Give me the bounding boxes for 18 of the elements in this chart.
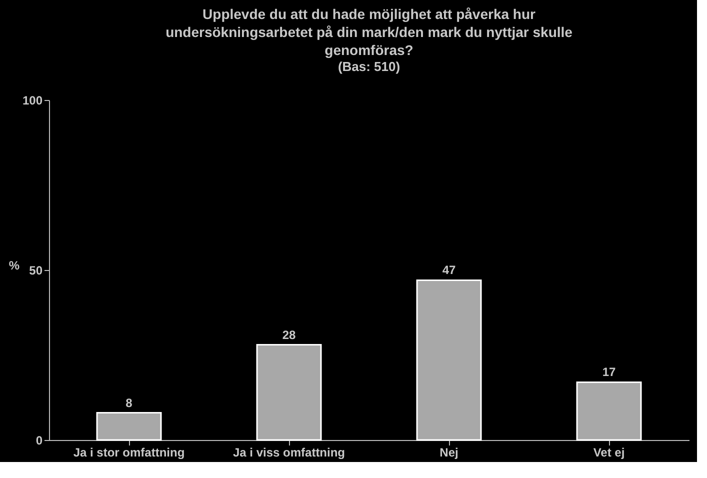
y-tick-label: 100 bbox=[22, 94, 43, 108]
x-tick-label: Ja i stor omfattning bbox=[73, 446, 185, 460]
x-tick-label: Nej bbox=[440, 446, 458, 460]
data-label: 8 bbox=[126, 396, 133, 410]
data-label: 28 bbox=[282, 328, 296, 342]
chart-subtitle: (Bas: 510) bbox=[338, 59, 400, 74]
bar bbox=[96, 412, 162, 441]
data-label: 17 bbox=[602, 365, 616, 380]
data-label: 47 bbox=[442, 263, 456, 278]
chart-title: Upplevde du att du hade möjlighet att påverka hur undersökningsarbetet på din mark/den mark du nyttjar skulle genomföras? bbox=[166, 6, 573, 58]
y-tick-label: 50 bbox=[29, 264, 43, 278]
bar bbox=[256, 344, 322, 441]
bar bbox=[416, 279, 482, 441]
bar bbox=[576, 381, 642, 441]
x-tick-label: Ja i viss omfattning bbox=[232, 446, 346, 460]
y-axis-title: % bbox=[8, 258, 20, 272]
x-tick-label: Vet ej bbox=[593, 446, 625, 460]
y-tick-label: 0 bbox=[36, 434, 43, 448]
